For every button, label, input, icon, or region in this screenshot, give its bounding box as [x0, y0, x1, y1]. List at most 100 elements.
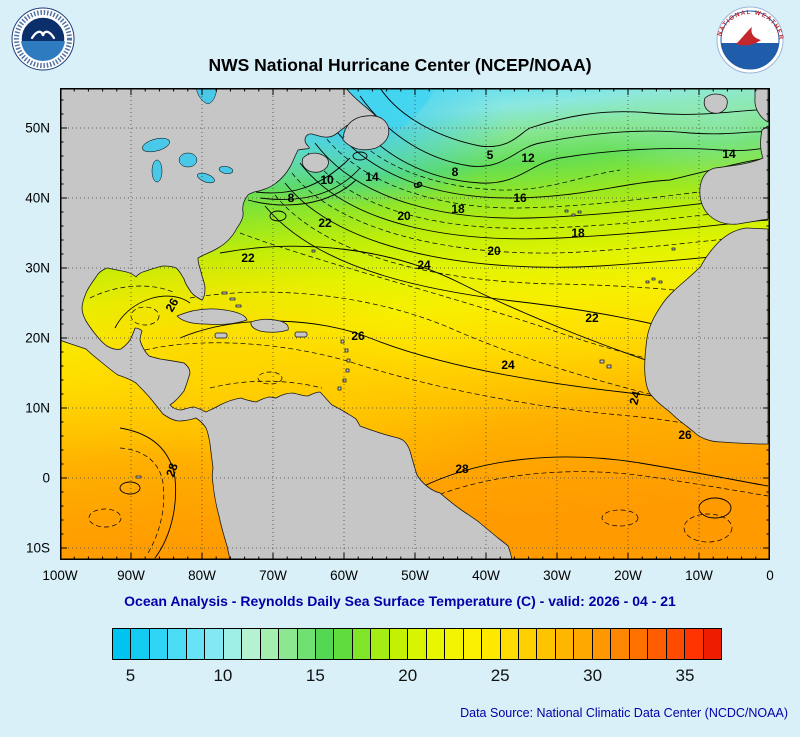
colorbar-segment: [592, 629, 612, 659]
colorbar-segment: [149, 629, 169, 659]
colorbar-segment: [334, 629, 353, 659]
colorbar-segment: [500, 629, 519, 659]
lake-superior: [142, 137, 170, 153]
madeira: [671, 247, 676, 251]
nova-scotia: [301, 152, 329, 173]
page-title: NWS National Hurricane Center (NCEP/NOAA…: [208, 55, 592, 75]
inland-water: [142, 88, 234, 184]
colorbar-segment: [685, 629, 704, 659]
colorbar-segment: [260, 629, 280, 659]
colorbar-segment: [703, 629, 721, 659]
colorbar-segment: [168, 629, 187, 659]
colorbar-tick: 20: [398, 666, 418, 685]
longitude-axis: 100W 90W 80W 70W 60W 50W 40W 30W 20W 10W 0: [42, 564, 773, 586]
x-tick-label: 50W: [401, 568, 429, 583]
colorbar-segment: [186, 629, 206, 659]
colorbar-segment: [445, 629, 464, 659]
lake-huron: [178, 152, 198, 168]
colorbar-tick: 15: [305, 666, 325, 685]
colorbar-segment: [555, 629, 575, 659]
colorbar-segment: [242, 629, 261, 659]
galapagos: [135, 475, 142, 479]
james-bay: [195, 88, 218, 105]
map-subtitle: Ocean Analysis - Reynolds Daily Sea Surf…: [124, 593, 676, 609]
colorbar-tick-labels: 5 10 15 20 25 30 35: [112, 666, 722, 690]
americas-land: [60, 88, 513, 560]
colorbar-segment: [574, 629, 593, 659]
temperature-colorbar: [112, 628, 722, 660]
colorbar-segment: [113, 629, 132, 659]
colorbar-segment: [666, 629, 686, 659]
map-frame: [60, 88, 770, 560]
colorbar-segment: [426, 629, 446, 659]
britain: [754, 88, 769, 123]
nws-emblem-icon: NATIONAL WEATHER SERVICE: [716, 6, 784, 74]
colorbar-segment: [611, 629, 630, 659]
lake-ontario: [218, 166, 234, 174]
y-tick-label: 40N: [25, 190, 50, 206]
colorbar-segment: [315, 629, 335, 659]
y-tick-label: 10S: [25, 540, 50, 556]
colorbar-segment: [482, 629, 501, 659]
graticule: [60, 88, 770, 560]
noaa-emblem-icon: [11, 7, 75, 71]
colorbar-segment: [223, 629, 243, 659]
y-tick-label: 0: [42, 470, 50, 486]
lake-michigan: [151, 159, 163, 183]
colorbar-tick: 25: [490, 666, 510, 685]
gull-icon: [30, 30, 56, 40]
azores: [564, 209, 569, 213]
colorbar-segment: [131, 629, 150, 659]
nws-logo[interactable]: NATIONAL WEATHER SERVICE: [714, 4, 786, 76]
colorbar-segment: [463, 629, 483, 659]
lake-erie: [197, 172, 215, 184]
y-tick-label: 10N: [25, 400, 50, 416]
x-tick-label: 70W: [259, 568, 287, 583]
colorbar-segment: [205, 629, 224, 659]
noaa-logo[interactable]: [10, 6, 76, 72]
sst-map-canvas: [60, 88, 770, 560]
colorbar-segment: [518, 629, 538, 659]
colorbar-tick: 30: [583, 666, 603, 685]
iberia: [699, 125, 769, 225]
colorbar-tick: 10: [213, 666, 233, 685]
y-tick-label: 20N: [25, 330, 50, 346]
bird-icon: [736, 27, 761, 46]
puerto-rico: [294, 331, 308, 338]
latitude-axis: 50N 40N 30N 20N 10N 0 10S: [0, 88, 56, 560]
x-tick-label: 60W: [330, 568, 358, 583]
colorbar-segment: [629, 629, 649, 659]
x-tick-label: 40W: [472, 568, 500, 583]
x-tick-label: 10W: [685, 568, 713, 583]
x-tick-label: 90W: [117, 568, 145, 583]
colorbar-segment: [297, 629, 316, 659]
data-source-note: Data Source: National Climatic Data Cent…: [460, 706, 788, 720]
bermuda: [311, 249, 316, 253]
colorbar-segment: [408, 629, 427, 659]
landmass: [60, 88, 769, 560]
colorbar-tick: 5: [125, 666, 136, 685]
cape-verde: [599, 359, 605, 364]
x-tick-label: 0: [766, 568, 774, 583]
hispaniola: [250, 318, 289, 333]
x-tick-label: 80W: [188, 568, 216, 583]
africa: [644, 227, 769, 445]
cuba: [176, 308, 248, 325]
x-tick-label: 30W: [543, 568, 571, 583]
y-tick-label: 30N: [25, 260, 50, 276]
colorbar-segment: [371, 629, 390, 659]
colorbar-segment: [352, 629, 372, 659]
colorbar-segment: [648, 629, 667, 659]
y-tick-label: 50N: [25, 120, 50, 136]
x-tick-label: 20W: [614, 568, 642, 583]
colorbar-tick: 35: [675, 666, 695, 685]
colorbar-segment: [389, 629, 409, 659]
jamaica: [214, 332, 228, 339]
canary-islands: [645, 280, 650, 284]
colorbar-segment: [537, 629, 556, 659]
sst-map: 5 12 8 9 14 10 8 16 18 14 20 18 22 20 22 24 26 22 26 24 24 26…: [60, 88, 770, 560]
newfoundland: [342, 115, 390, 151]
x-tick-label: 100W: [42, 568, 78, 583]
colorbar-segment: [279, 629, 298, 659]
ireland: [703, 93, 728, 114]
